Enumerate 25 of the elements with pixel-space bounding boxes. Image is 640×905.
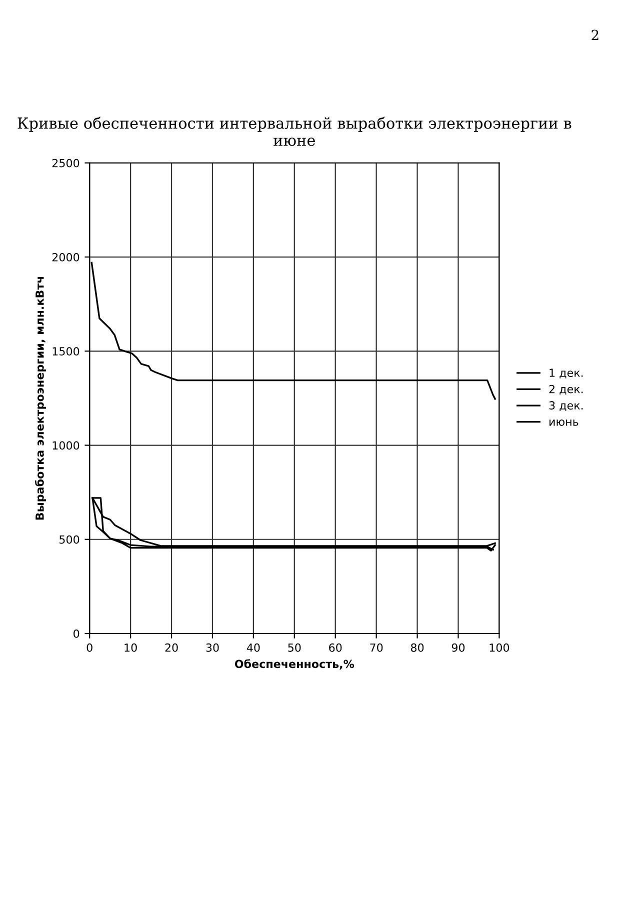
legend-label: 2 дек. — [549, 384, 583, 395]
y-tick-label: 2500 — [52, 158, 80, 168]
x-tick-label: 10 — [124, 643, 137, 652]
y-tick-label: 2000 — [52, 252, 80, 262]
legend-label: июнь — [550, 420, 578, 426]
text: 2 — [592, 30, 598, 40]
x-tick-label: 50 — [288, 643, 301, 652]
y-tick-label: 500 — [60, 535, 80, 544]
legend-label: 3 дек. — [549, 401, 583, 411]
x-tick-label: 60 — [329, 643, 342, 652]
x-tick-label: 70 — [370, 643, 383, 652]
y-tick-label: 1500 — [52, 347, 80, 356]
y-axis-title: Выработка электроэнергии, млн.кВтч — [34, 276, 46, 520]
x-tick-label: 20 — [165, 643, 178, 652]
legend-label: 1 дек. — [550, 368, 583, 378]
x-tick-label: 100 — [490, 643, 510, 652]
x-tick-label: 80 — [410, 643, 424, 652]
x-tick-label: 30 — [206, 643, 219, 652]
y-tick-label: 0 — [74, 629, 80, 638]
x-tick-label: 40 — [246, 643, 260, 652]
x-tick-label: 0 — [86, 643, 92, 652]
y-tick-label: 1000 — [52, 441, 80, 450]
x-axis-title: Обеспеченность,% — [234, 659, 354, 670]
x-tick-label: 90 — [452, 643, 465, 652]
chart-title: Кривые обеспеченности интервальной выработки электроэнергии в июне — [18, 116, 572, 146]
